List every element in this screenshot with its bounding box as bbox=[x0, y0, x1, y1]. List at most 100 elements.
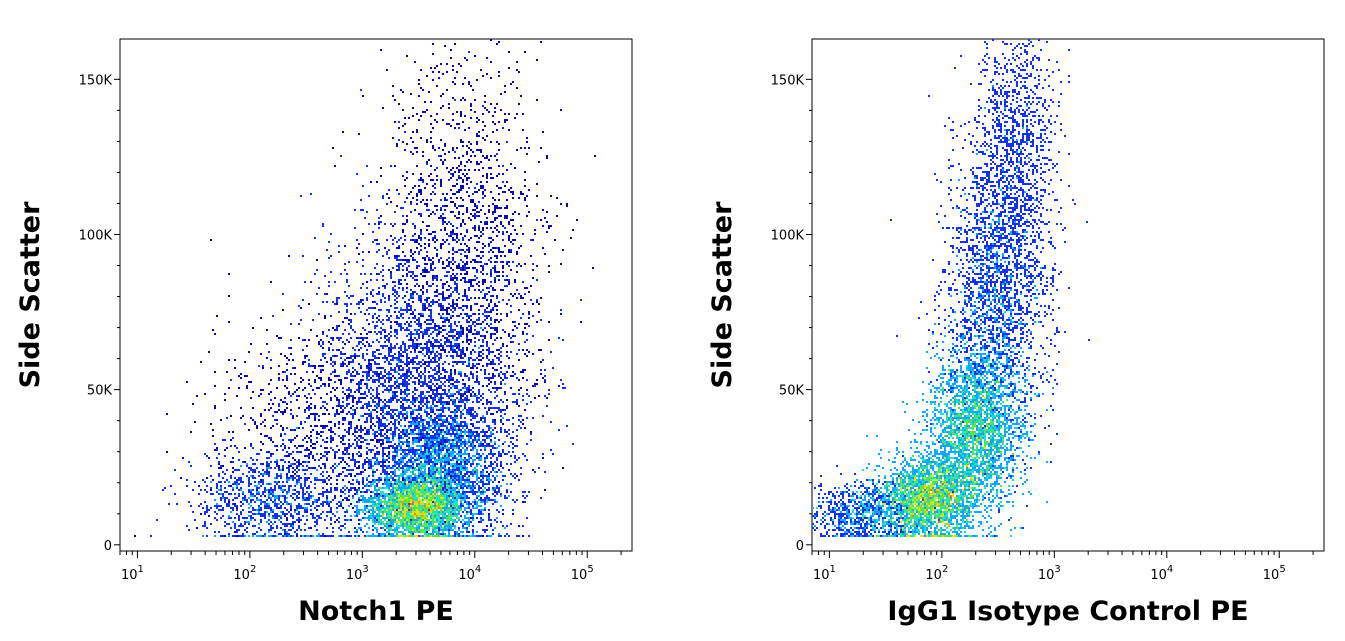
event-dot bbox=[428, 339, 430, 341]
event-dot bbox=[392, 369, 394, 371]
event-dot bbox=[338, 457, 340, 459]
event-dot bbox=[506, 355, 508, 357]
event-dot bbox=[452, 361, 454, 363]
event-dot bbox=[446, 487, 448, 489]
event-dot bbox=[396, 329, 398, 331]
event-dot bbox=[416, 481, 418, 483]
event-dot bbox=[416, 323, 418, 325]
event-dot bbox=[388, 363, 390, 365]
event-dot bbox=[492, 307, 494, 309]
event-dot bbox=[466, 443, 468, 445]
event-dot bbox=[402, 317, 404, 319]
event-dot bbox=[396, 485, 398, 487]
event-dot bbox=[434, 301, 436, 303]
event-dot bbox=[452, 445, 454, 447]
event-dot bbox=[458, 447, 460, 449]
event-dot bbox=[416, 531, 418, 533]
event-dot bbox=[476, 479, 478, 481]
event-dot bbox=[434, 515, 436, 517]
event-dot bbox=[456, 299, 458, 301]
event-dot bbox=[382, 407, 384, 409]
event-dot bbox=[492, 481, 494, 483]
event-dot bbox=[444, 369, 446, 371]
event-dot bbox=[430, 385, 432, 387]
event-dot bbox=[454, 399, 456, 401]
event-dot bbox=[400, 507, 402, 509]
event-dot bbox=[418, 535, 420, 537]
event-dot bbox=[404, 425, 406, 427]
event-dot bbox=[536, 219, 538, 221]
event-dot bbox=[386, 283, 388, 285]
event-dot bbox=[374, 471, 376, 473]
event-dot bbox=[412, 469, 414, 471]
event-dot bbox=[500, 371, 502, 373]
event-dot bbox=[284, 371, 286, 373]
event-dot bbox=[406, 411, 408, 413]
event-dot bbox=[378, 479, 380, 481]
event-dot bbox=[418, 421, 420, 423]
event-dot bbox=[334, 303, 336, 305]
event-dot bbox=[528, 291, 530, 293]
event-dot bbox=[408, 535, 410, 537]
event-dot bbox=[476, 507, 478, 509]
event-dot bbox=[396, 535, 398, 537]
event-dot bbox=[414, 419, 416, 421]
event-dot bbox=[438, 529, 440, 531]
event-dot bbox=[422, 373, 424, 375]
event-dot bbox=[368, 433, 370, 435]
event-dot bbox=[496, 295, 498, 297]
event-dot bbox=[398, 357, 400, 359]
event-dot bbox=[382, 467, 384, 469]
event-dot bbox=[524, 501, 526, 503]
event-dot bbox=[352, 443, 354, 445]
event-dot bbox=[428, 327, 430, 329]
event-dot bbox=[398, 283, 400, 285]
event-dot bbox=[430, 409, 432, 411]
event-dot bbox=[392, 287, 394, 289]
event-dot bbox=[428, 361, 430, 363]
event-dot bbox=[408, 507, 410, 509]
event-dot bbox=[410, 531, 412, 533]
event-dot bbox=[496, 491, 498, 493]
event-dot bbox=[374, 313, 376, 315]
event-dot bbox=[446, 495, 448, 497]
event-dot bbox=[470, 463, 472, 465]
event-dot bbox=[402, 485, 404, 487]
event-dot bbox=[450, 451, 452, 453]
event-dot bbox=[398, 487, 400, 489]
event-dot bbox=[500, 337, 502, 339]
event-dot bbox=[402, 175, 404, 177]
event-dot bbox=[398, 399, 400, 401]
event-dot bbox=[322, 353, 324, 355]
event-dot bbox=[470, 491, 472, 493]
event-dot bbox=[394, 285, 396, 287]
event-dot bbox=[512, 371, 514, 373]
event-dot bbox=[462, 485, 464, 487]
event-dot bbox=[376, 407, 378, 409]
event-dot bbox=[468, 363, 470, 365]
event-dot bbox=[446, 337, 448, 339]
event-dot bbox=[350, 459, 352, 461]
event-dot bbox=[454, 421, 456, 423]
event-dot bbox=[390, 521, 392, 523]
event-dot bbox=[416, 457, 418, 459]
event-dot bbox=[374, 371, 376, 373]
event-dot bbox=[492, 351, 494, 353]
event-dot bbox=[400, 313, 402, 315]
event-dot bbox=[434, 247, 436, 249]
event-dot bbox=[464, 235, 466, 237]
event-dot bbox=[448, 517, 450, 519]
event-dot bbox=[436, 333, 438, 335]
event-dot bbox=[428, 443, 430, 445]
event-dot bbox=[440, 477, 442, 479]
event-dot bbox=[410, 533, 412, 535]
event-dot bbox=[442, 507, 444, 509]
event-dot bbox=[408, 261, 410, 263]
event-dot bbox=[432, 401, 434, 403]
event-dot bbox=[312, 319, 314, 321]
event-dot bbox=[416, 491, 418, 493]
event-dot bbox=[448, 489, 450, 491]
event-dot bbox=[510, 233, 512, 235]
event-dot bbox=[462, 401, 464, 403]
event-dot bbox=[452, 481, 454, 483]
